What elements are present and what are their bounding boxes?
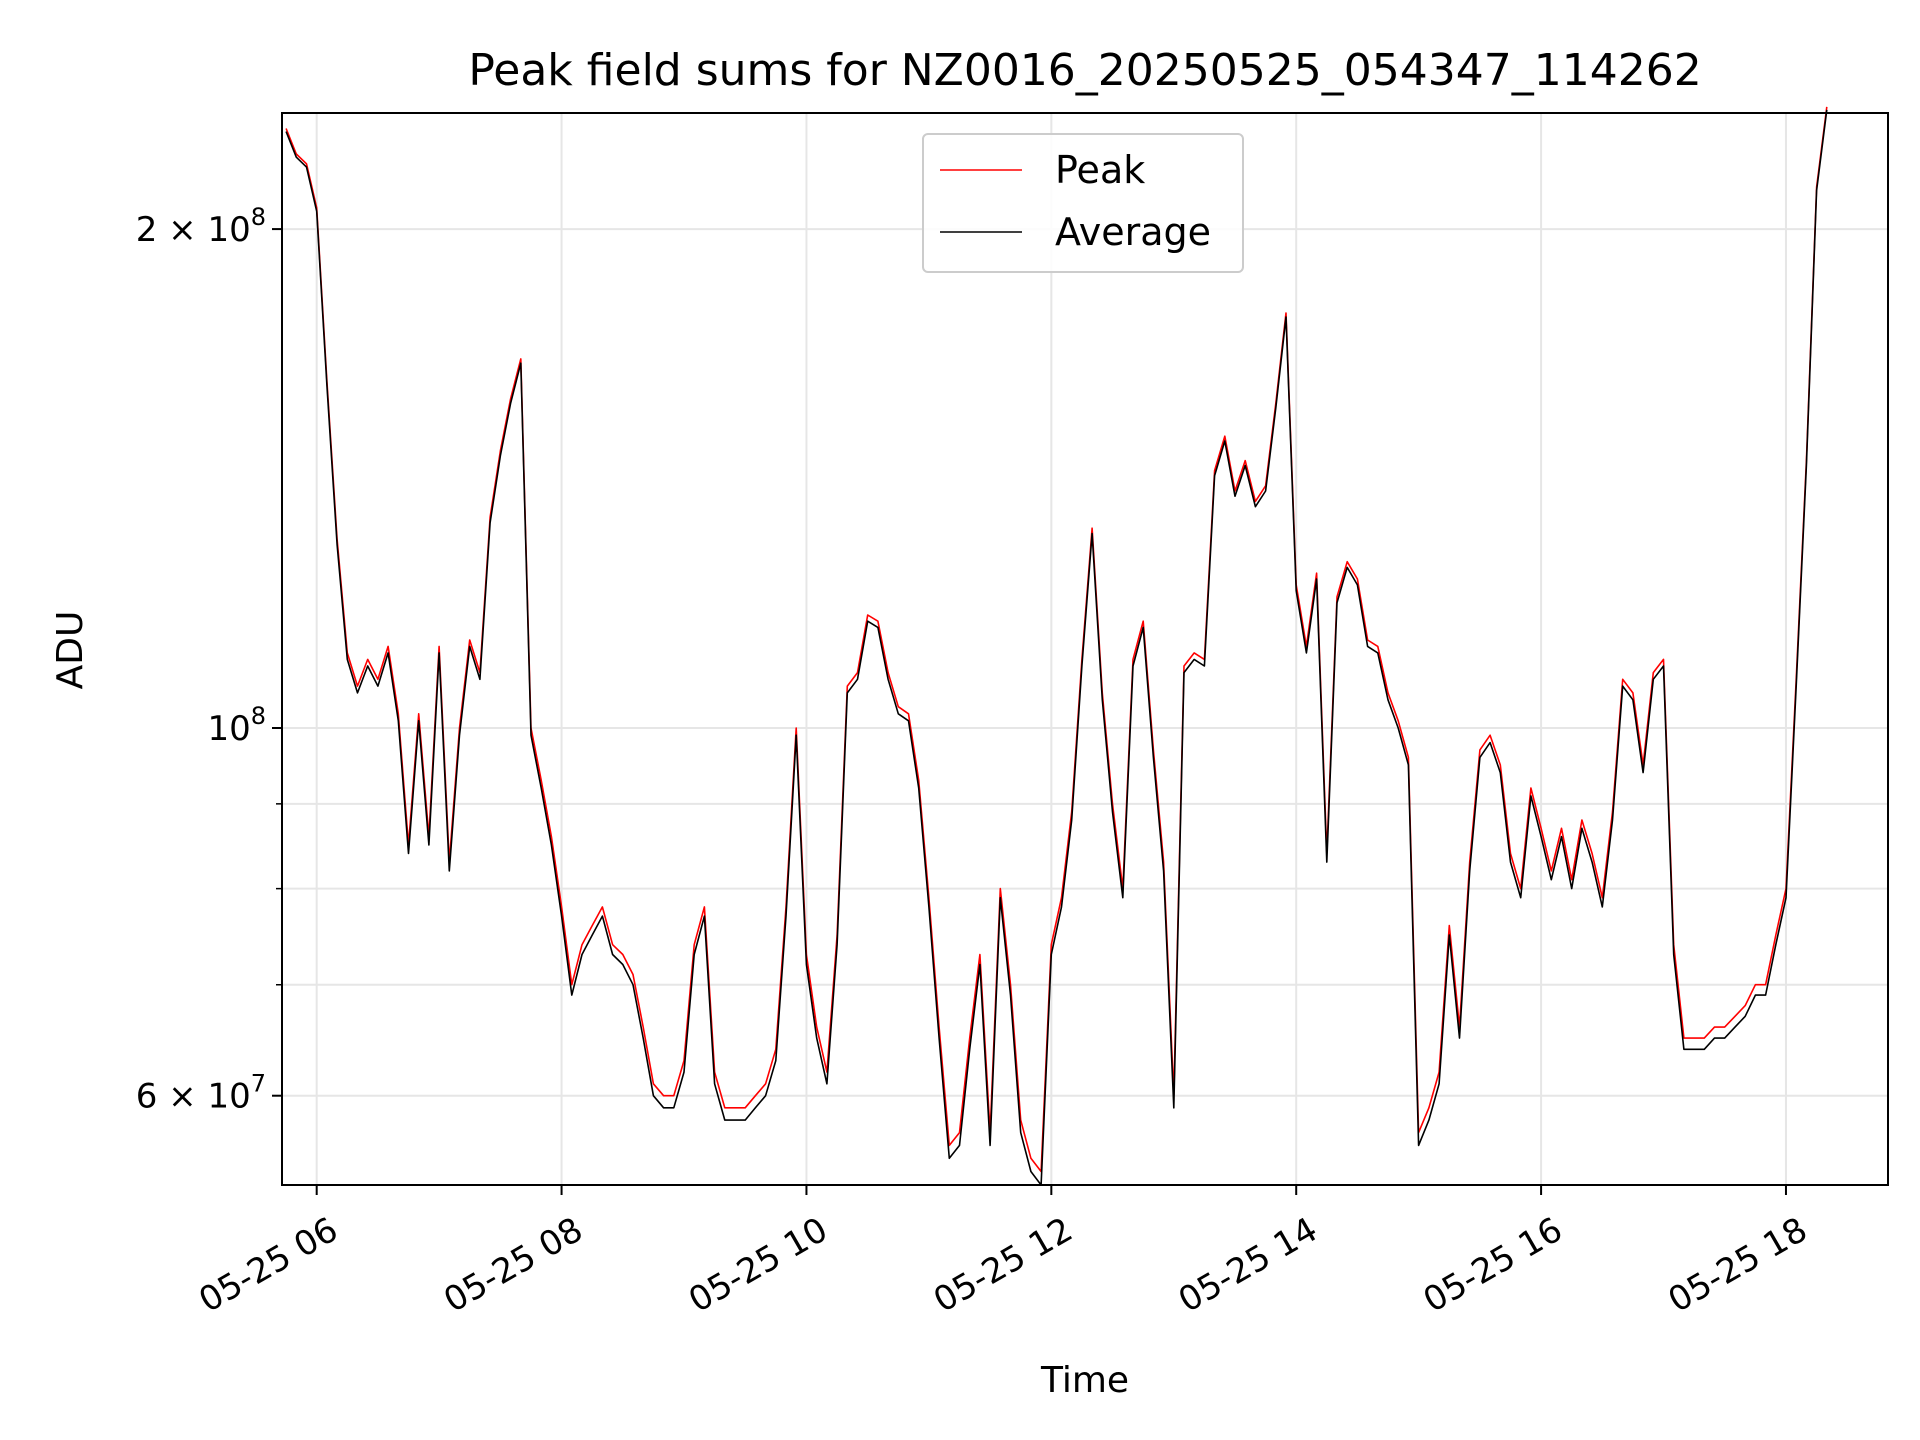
series-line-peak bbox=[285, 106, 1828, 1173]
x-tick-label: 05-25 12 bbox=[927, 1210, 1079, 1321]
y-axis-label: ADU bbox=[50, 611, 91, 690]
series-lines bbox=[285, 106, 1828, 1186]
x-tick-label: 05-25 08 bbox=[437, 1210, 589, 1321]
legend-box bbox=[922, 133, 1244, 273]
x-tick-label: 05-25 06 bbox=[192, 1210, 344, 1321]
x-axis-label: Time bbox=[1040, 1360, 1129, 1401]
x-tick-label: 05-25 10 bbox=[682, 1210, 834, 1321]
x-tick-label: 05-25 16 bbox=[1417, 1210, 1569, 1321]
axis-ticks: 05-25 06 05-25 08 05-25 10 05-25 12 05-25 14… bbox=[136, 203, 1814, 1321]
x-tick-label: 05-25 14 bbox=[1172, 1210, 1324, 1321]
legend: Peak Average bbox=[922, 133, 1244, 273]
grid bbox=[282, 113, 1888, 1185]
x-tick-label: 05-25 18 bbox=[1662, 1210, 1814, 1321]
chart-title: Peak field sums for NZ0016_20250525_0543… bbox=[468, 45, 1701, 96]
series-line-average bbox=[285, 109, 1828, 1186]
plot-frame bbox=[281, 112, 1889, 1186]
legend-label-peak: Peak bbox=[1055, 148, 1145, 192]
legend-label-average: Average bbox=[1055, 210, 1211, 254]
y-tick-label: 2 × 108 bbox=[136, 203, 266, 250]
y-tick-label: 6 × 107 bbox=[136, 1070, 266, 1117]
y-tick-label: 108 bbox=[207, 702, 266, 749]
